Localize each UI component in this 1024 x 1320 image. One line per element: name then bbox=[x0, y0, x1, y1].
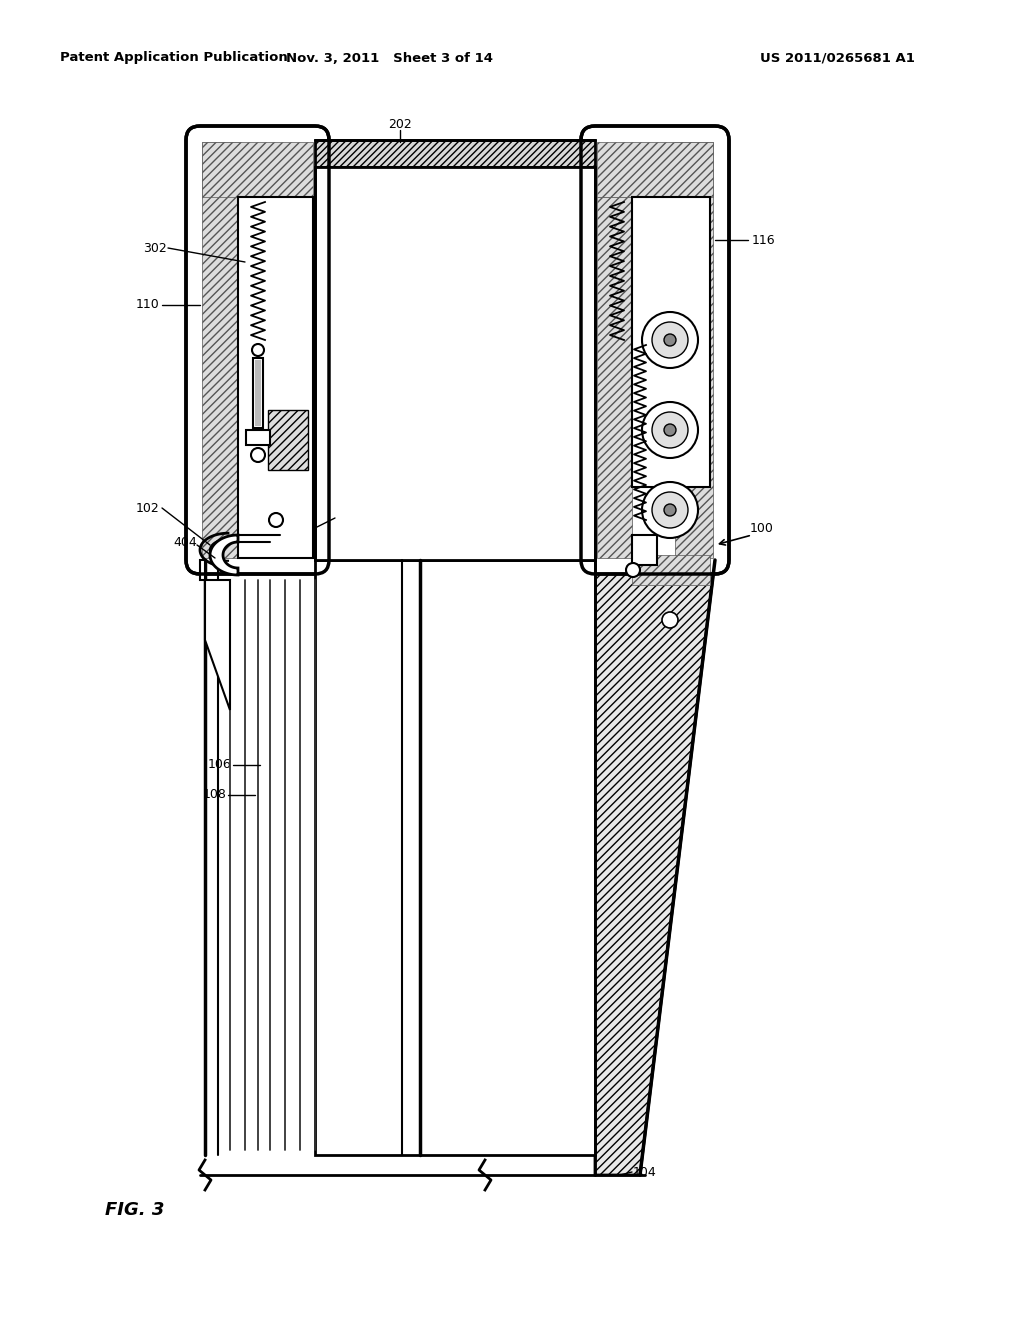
Text: US 2011/0265681 A1: US 2011/0265681 A1 bbox=[760, 51, 914, 65]
Text: 110: 110 bbox=[136, 298, 160, 312]
Text: 106: 106 bbox=[208, 759, 231, 771]
Bar bbox=[632, 197, 710, 487]
Text: 202: 202 bbox=[388, 119, 412, 132]
Polygon shape bbox=[595, 560, 715, 1175]
Text: FIG. 3: FIG. 3 bbox=[105, 1201, 165, 1218]
Text: Patent Application Publication: Patent Application Publication bbox=[60, 51, 288, 65]
Bar bbox=[255, 360, 261, 426]
Text: Nov. 3, 2011   Sheet 3 of 14: Nov. 3, 2011 Sheet 3 of 14 bbox=[287, 51, 494, 65]
Bar bbox=[238, 197, 313, 558]
Bar bbox=[632, 535, 657, 565]
Circle shape bbox=[652, 492, 688, 528]
Bar bbox=[268, 411, 308, 470]
FancyBboxPatch shape bbox=[581, 125, 729, 574]
Text: 104: 104 bbox=[633, 1166, 656, 1179]
Circle shape bbox=[252, 345, 264, 356]
Text: 102: 102 bbox=[136, 502, 160, 515]
Text: 100: 100 bbox=[750, 521, 774, 535]
Bar bbox=[675, 143, 713, 558]
Circle shape bbox=[626, 564, 640, 577]
Bar bbox=[246, 430, 270, 445]
Circle shape bbox=[642, 312, 698, 368]
Circle shape bbox=[664, 424, 676, 436]
Bar bbox=[315, 560, 595, 1155]
Text: 108: 108 bbox=[203, 788, 227, 801]
Bar bbox=[202, 143, 240, 558]
Circle shape bbox=[269, 513, 283, 527]
Text: 302: 302 bbox=[143, 242, 167, 255]
Bar bbox=[253, 358, 263, 428]
Circle shape bbox=[652, 322, 688, 358]
Circle shape bbox=[664, 334, 676, 346]
Circle shape bbox=[642, 482, 698, 539]
Polygon shape bbox=[210, 535, 238, 576]
Text: 402: 402 bbox=[328, 502, 352, 515]
Bar bbox=[275, 197, 313, 558]
Bar bbox=[315, 140, 595, 168]
FancyBboxPatch shape bbox=[186, 125, 329, 574]
Bar bbox=[632, 554, 710, 585]
Circle shape bbox=[642, 403, 698, 458]
Bar bbox=[315, 168, 595, 560]
Polygon shape bbox=[200, 560, 230, 710]
Circle shape bbox=[664, 504, 676, 516]
Circle shape bbox=[652, 412, 688, 447]
Bar bbox=[597, 197, 632, 558]
Circle shape bbox=[662, 612, 678, 628]
Bar bbox=[597, 143, 713, 197]
Circle shape bbox=[251, 447, 265, 462]
Text: 404: 404 bbox=[173, 536, 197, 549]
Text: 116: 116 bbox=[752, 234, 775, 247]
Text: 108: 108 bbox=[521, 392, 545, 404]
Bar bbox=[202, 143, 313, 197]
